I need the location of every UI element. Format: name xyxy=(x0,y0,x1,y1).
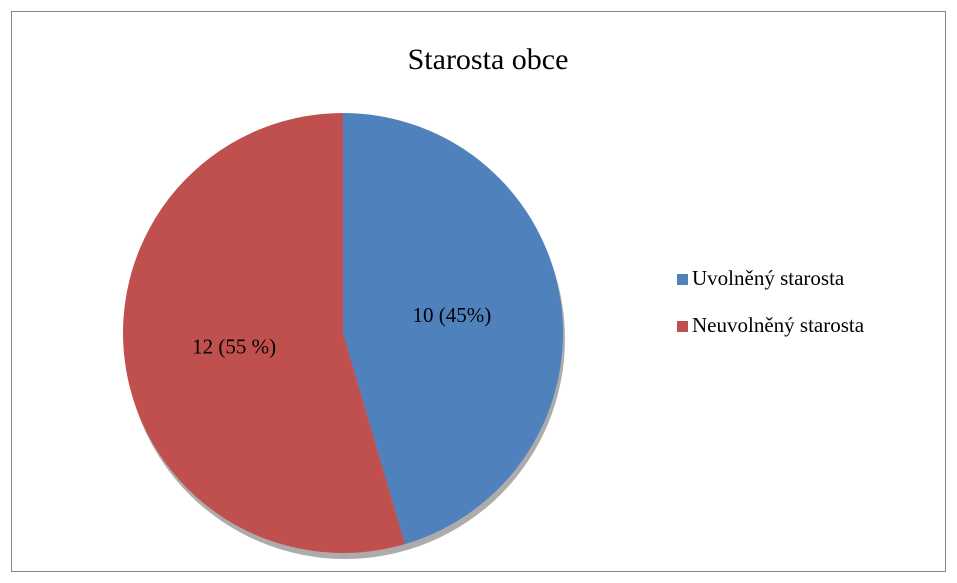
data-label: 12 (55 %) xyxy=(192,334,276,358)
legend-swatch xyxy=(677,274,688,285)
pie-slice xyxy=(122,113,405,553)
legend-label: Neuvolněný starosta xyxy=(692,313,865,337)
data-label: 10 (45%) xyxy=(413,303,492,327)
legend-swatch xyxy=(677,321,688,332)
pie-slice xyxy=(343,113,563,545)
legend-label: Uvolněný starosta xyxy=(692,266,845,290)
chart-title: Starosta obce xyxy=(408,43,569,76)
